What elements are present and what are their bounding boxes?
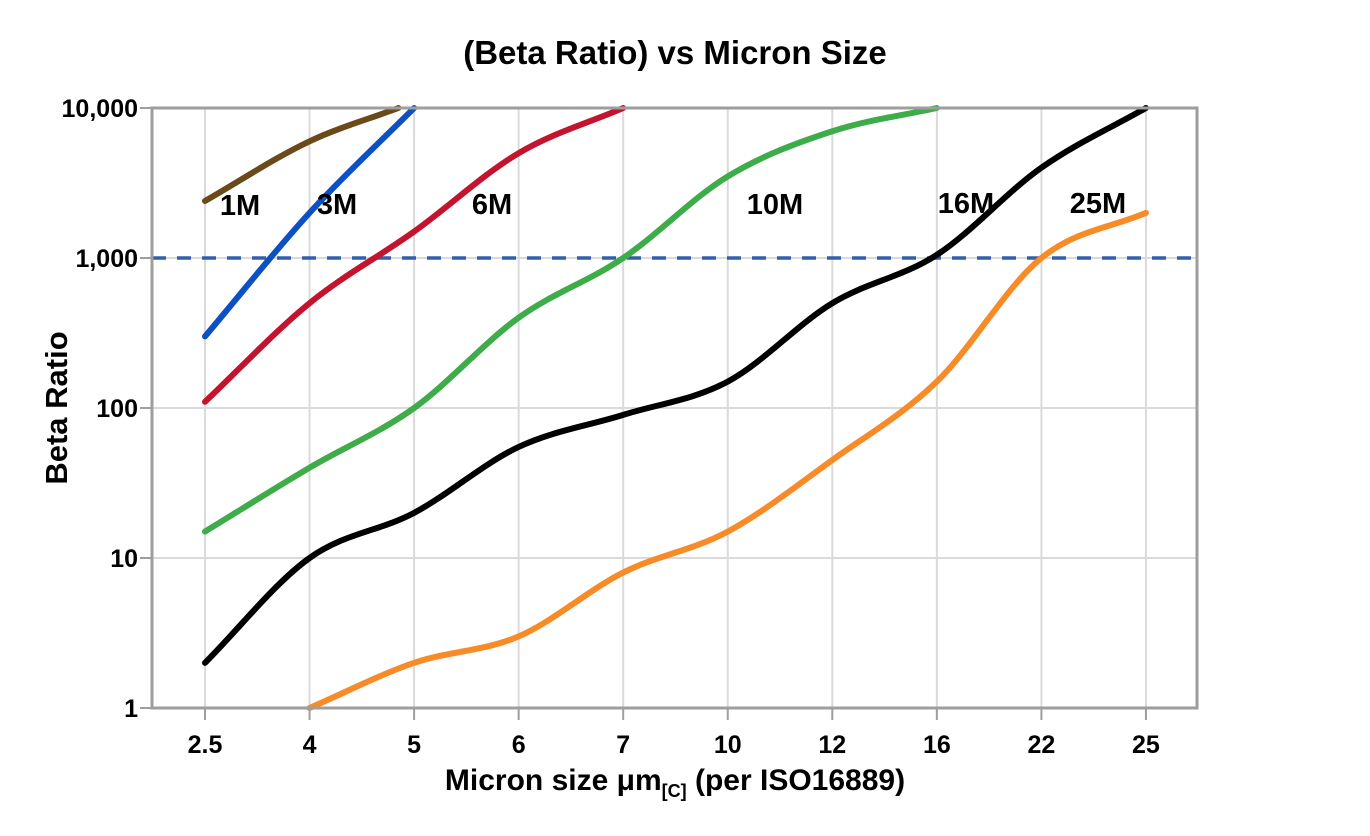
series-line-1M xyxy=(202,105,402,204)
y-tick-label: 1,000 xyxy=(75,245,138,273)
x-axis-title-suffix: (per ISO16889) xyxy=(686,764,906,797)
chart-title: (Beta Ratio) vs Micron Size xyxy=(463,34,887,71)
series-label-6M: 6M xyxy=(472,189,512,221)
y-tick-label: 1 xyxy=(124,695,138,723)
series-label-1M: 1M xyxy=(220,190,260,222)
x-tick-label: 7 xyxy=(616,731,630,759)
series-line-3M xyxy=(202,105,418,340)
x-tick-label: 2.5 xyxy=(188,731,223,759)
x-axis-title: Micron size μm[C] (per ISO16889) xyxy=(0,764,1350,802)
x-tick-label: 5 xyxy=(407,731,421,759)
x-tick-label: 16 xyxy=(923,731,951,759)
x-axis-title-main: Micron size μm xyxy=(444,764,662,797)
series-label-16M: 16M xyxy=(938,188,994,220)
series-label-3M: 3M xyxy=(317,189,357,221)
y-tick-label: 100 xyxy=(96,395,138,423)
series-line-6M xyxy=(202,105,627,405)
x-tick-label: 22 xyxy=(1027,731,1055,759)
x-tick-label: 12 xyxy=(818,731,846,759)
x-tick-label: 10 xyxy=(714,731,742,759)
y-axis-title: Beta Ratio xyxy=(39,331,74,485)
series-line-10M xyxy=(202,105,940,535)
x-tick-label: 4 xyxy=(303,731,317,759)
x-axis-title-subscript: [C] xyxy=(661,781,687,801)
series-label-25M: 25M xyxy=(1070,188,1126,220)
x-tick-label: 6 xyxy=(512,731,526,759)
series-line-25M xyxy=(306,209,1149,711)
y-tick-label: 10,000 xyxy=(62,95,138,123)
series-label-10M: 10M xyxy=(747,189,803,221)
series-line-16M xyxy=(202,105,1149,666)
x-tick-label: 25 xyxy=(1132,731,1160,759)
y-tick-label: 10 xyxy=(110,545,138,573)
